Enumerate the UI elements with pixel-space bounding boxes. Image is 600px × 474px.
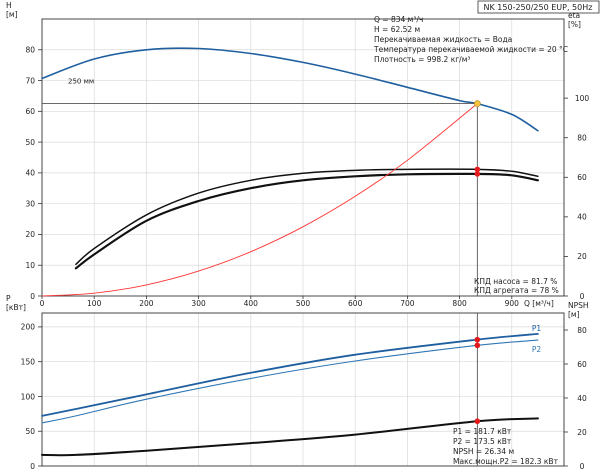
bottom-left-tick-label: 150	[21, 357, 36, 366]
x-tick-label: 300	[191, 299, 206, 308]
top-left-axis-label: H	[6, 1, 12, 10]
x-tick-label: 500	[296, 299, 311, 308]
p1-curve	[41, 333, 539, 417]
info-pump-efficiency: КПД насоса = 81.7 %	[474, 277, 557, 286]
bottom-point-marker	[474, 336, 481, 343]
point-markers	[42, 100, 481, 466]
info-head: H = 62.52 м	[374, 25, 420, 34]
title-box	[477, 0, 600, 14]
bottom-left-axis-label: [кВт]	[6, 303, 26, 312]
top-left-tick-label: 50	[25, 138, 35, 147]
x-tick-label: 800	[452, 299, 467, 308]
bottom-left-tick-label: 100	[21, 392, 36, 401]
info-density: Плотность = 998.2 кг/м³	[374, 55, 470, 64]
head-curve-label: 250 мм	[68, 77, 94, 85]
x-tick-label: 700	[400, 299, 415, 308]
duty-point-marker	[474, 100, 481, 107]
top-right-tick-label: 60	[577, 173, 587, 182]
top-right-tick-label: 100	[575, 94, 590, 103]
series-lines	[41, 47, 539, 457]
top-left-tick-label: 40	[25, 169, 35, 178]
bottom-point-marker	[474, 418, 481, 425]
bottom-left-tick-label: 50	[25, 427, 35, 436]
top-left-tick-label: 20	[25, 230, 35, 239]
info-unit-efficiency: КПД агрегата = 78 %	[474, 286, 559, 295]
bottom-right-tick-label: 20	[577, 428, 587, 437]
info-npsh: NPSH = 26.34 м	[453, 447, 514, 456]
axis-labels: H[м] eta[%]P[кВт] NPSH[м]Q [м³/ч]250 ммP1P…	[6, 1, 589, 354]
top-right-axis-label: eta	[568, 11, 580, 20]
npsh-curve	[41, 417, 539, 457]
efficiency-point-marker	[474, 166, 481, 173]
info-temperature: Температура перекачиваемой жидкости = 20…	[373, 45, 568, 54]
bottom-right-tick-label: 60	[577, 360, 587, 369]
duty-point-info: Q = 834 м³/ч H = 62.52 м Перекачиваемая …	[373, 15, 568, 64]
info-liquid: Перекачиваемая жидкость = Вода	[374, 35, 512, 44]
p2-curve	[41, 339, 539, 424]
x-axis-label: Q [м³/ч]	[524, 299, 554, 308]
system_curve-curve	[41, 103, 478, 297]
top-right-axis-label: [%]	[568, 20, 581, 29]
x-tick-label: 100	[87, 299, 102, 308]
info-p2: P2 = 173.5 кВт	[453, 437, 512, 446]
top-right-tick-label: 20	[577, 252, 587, 261]
top-left-tick-label: 30	[25, 199, 35, 208]
x-tick-label: 400	[244, 299, 259, 308]
p2-series-label: P2	[532, 345, 542, 354]
efficiency_pump-curve	[74, 172, 539, 270]
bottom-right-tick-label: 80	[577, 326, 587, 335]
p1-series-label: P1	[532, 324, 542, 333]
top-left-tick-label: 10	[25, 261, 35, 270]
efficiency-info: КПД насоса = 81.7 % КПД агрегата = 78 %	[474, 277, 559, 295]
top-right-tick-label: 80	[577, 134, 587, 143]
top-right-tick-label: 0	[580, 292, 585, 301]
bottom-left-tick-label: 200	[21, 323, 36, 332]
bottom-right-tick-label: 0	[580, 462, 585, 471]
x-tick-label: 0	[40, 299, 45, 308]
top-left-axis-label: [м]	[6, 10, 18, 19]
info-flow: Q = 834 м³/ч	[374, 15, 423, 24]
efficiency-point-marker	[474, 171, 481, 177]
bottom-frame	[41, 312, 565, 467]
top-left-tick-label: 60	[25, 107, 35, 116]
chart-title: NK 150-250/250 EUP, 50Hz	[484, 3, 593, 12]
x-tick-label: 900	[505, 299, 520, 308]
top-left-tick-label: 80	[25, 46, 35, 55]
x-tick-label: 600	[348, 299, 363, 308]
efficiency_outer-halo	[74, 167, 539, 266]
bottom-point-marker	[474, 342, 481, 349]
bottom-left-axis-label: P	[6, 294, 11, 303]
efficiency_outer-curve	[75, 168, 539, 266]
info-p1: P1 = 181.7 кВт	[453, 427, 512, 436]
bottom-right-axis-label: [м]	[568, 310, 580, 319]
top-left-tick-label: 70	[25, 76, 35, 85]
power-info: P1 = 181.7 кВт P2 = 173.5 кВт NPSH = 26.…	[453, 427, 559, 466]
bottom-right-axis-label: NPSH	[568, 301, 589, 310]
top-right-tick-label: 40	[577, 213, 587, 222]
x-tick-label: 200	[139, 299, 154, 308]
tick-labels: 0102030405060708002040608010005010015020…	[21, 46, 590, 471]
info-max-power: Макс.мощн.P2 = 182.3 кВт	[453, 457, 559, 466]
bottom-right-tick-label: 40	[577, 394, 587, 403]
bottom-left-tick-label: 0	[30, 462, 35, 471]
top-left-tick-label: 0	[30, 292, 35, 301]
